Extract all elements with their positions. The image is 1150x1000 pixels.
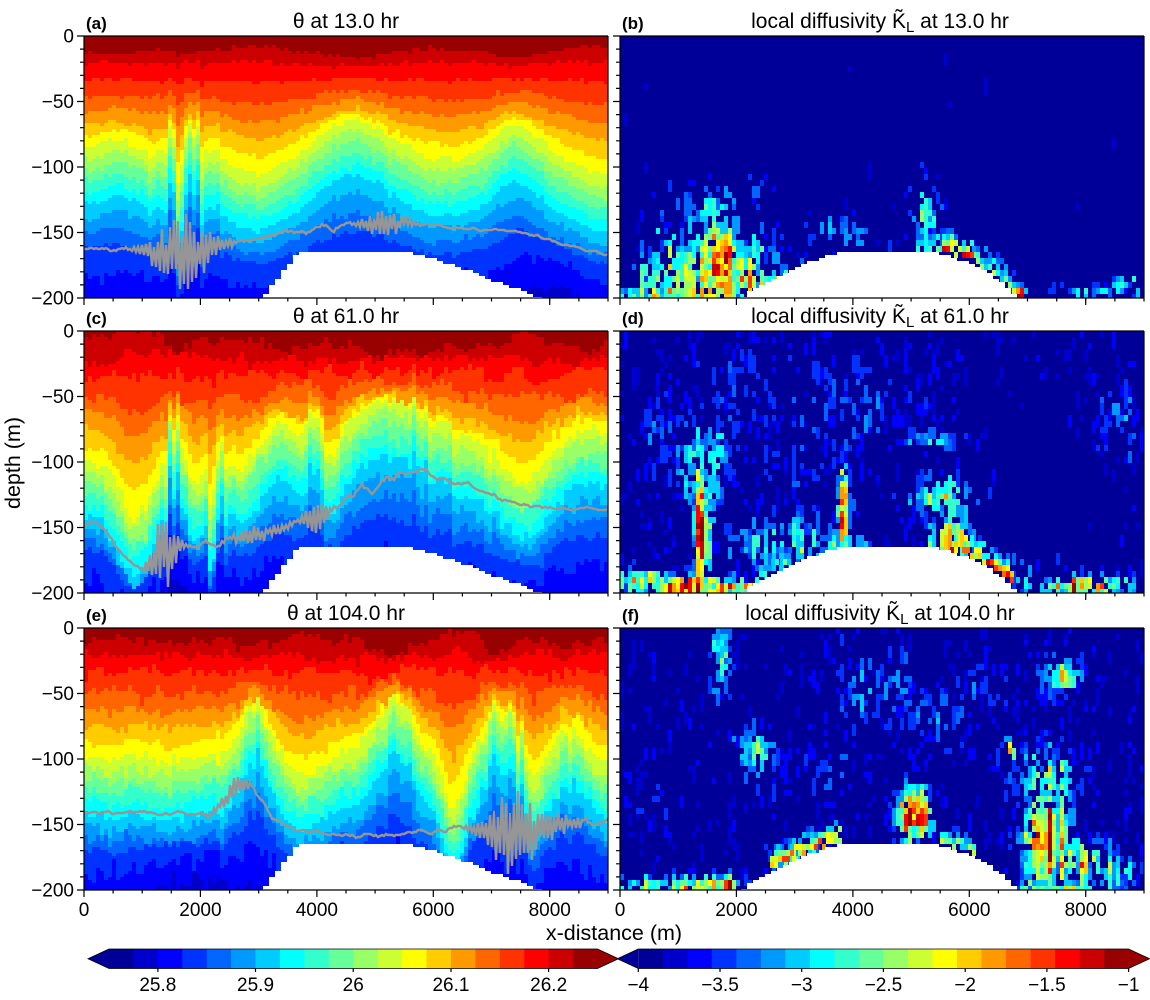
svg-text:(e): (e) [86,606,107,625]
svg-text:−1: −1 [1118,975,1140,996]
svg-text:2000: 2000 [715,900,757,921]
svg-text:−3: −3 [791,975,813,996]
svg-text:−2.5: −2.5 [865,975,903,996]
svg-text:−50: −50 [42,684,74,705]
svg-text:local diffusivity K̃L at 104.0: local diffusivity K̃L at 104.0 hr [745,602,1014,628]
svg-text:−200: −200 [31,584,74,605]
svg-text:θ at 13.0 hr: θ at 13.0 hr [293,10,399,33]
svg-text:−1.5: −1.5 [1028,975,1066,996]
svg-text:(b): (b) [622,14,644,33]
svg-text:4000: 4000 [832,900,874,921]
svg-text:8000: 8000 [529,900,571,921]
svg-text:−200: −200 [31,881,74,902]
svg-text:−150: −150 [31,815,74,836]
svg-text:2000: 2000 [179,900,221,921]
svg-text:−200: −200 [31,289,74,310]
svg-text:x-distance (m): x-distance (m) [546,921,682,945]
svg-text:(d): (d) [622,309,644,328]
svg-text:−50: −50 [42,387,74,408]
svg-text:θ at 104.0 hr: θ at 104.0 hr [287,602,405,625]
svg-text:6000: 6000 [948,900,990,921]
svg-text:0: 0 [63,322,74,343]
svg-text:local diffusivity K̃L at 13.0: local diffusivity K̃L at 13.0 hr [751,10,1009,36]
svg-text:−150: −150 [31,223,74,244]
svg-text:θ at 61.0 hr: θ at 61.0 hr [293,305,399,328]
svg-text:26.2: 26.2 [530,975,567,996]
svg-text:25.9: 25.9 [237,975,274,996]
svg-text:25.8: 25.8 [139,975,176,996]
svg-text:−100: −100 [31,750,74,771]
svg-text:0: 0 [63,27,74,48]
svg-text:−150: −150 [31,518,74,539]
svg-text:8000: 8000 [1065,900,1107,921]
svg-text:6000: 6000 [412,900,454,921]
svg-text:(a): (a) [86,14,107,33]
svg-text:(f): (f) [622,606,639,625]
svg-text:local diffusivity K̃L at 61.0: local diffusivity K̃L at 61.0 hr [751,305,1009,331]
svg-text:−3.5: −3.5 [701,975,739,996]
svg-text:0: 0 [79,900,90,921]
svg-text:depth (m): depth (m) [1,417,25,509]
svg-text:−2: −2 [954,975,976,996]
svg-text:4000: 4000 [296,900,338,921]
svg-text:−100: −100 [31,453,74,474]
svg-text:−50: −50 [42,92,74,113]
svg-text:−100: −100 [31,158,74,179]
svg-text:0: 0 [615,900,626,921]
svg-text:−4: −4 [627,975,649,996]
svg-text:26.1: 26.1 [432,975,469,996]
svg-text:(c): (c) [86,309,107,328]
svg-text:26: 26 [343,975,364,996]
svg-text:0: 0 [63,619,74,640]
